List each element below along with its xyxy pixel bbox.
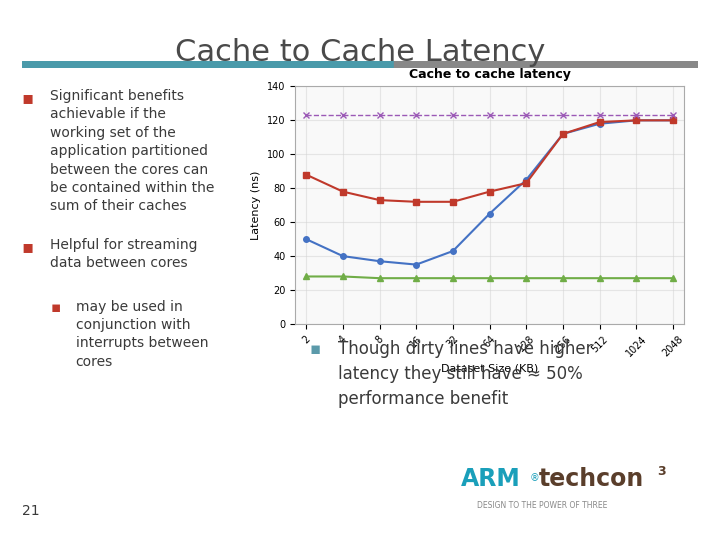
Line: Clean (D$) Linear: Clean (D$) Linear — [303, 118, 676, 267]
Text: Cache to Cache Latency: Cache to Cache Latency — [175, 38, 545, 67]
L2 — [595, 112, 604, 118]
Dirty (MI) Linear — [522, 180, 531, 186]
L1 — [302, 273, 310, 280]
L1 — [412, 275, 420, 281]
Dirty (MI) Linear — [338, 188, 347, 195]
Clean (D$) Linear — [485, 211, 494, 217]
L1 — [559, 275, 567, 281]
Text: ▪: ▪ — [22, 238, 34, 255]
Line: L1: L1 — [303, 274, 676, 281]
Dirty (MI) Linear — [449, 199, 457, 205]
Clean (D$) Linear — [449, 248, 457, 254]
L1 — [338, 273, 347, 280]
L2 — [669, 112, 678, 118]
Text: 3: 3 — [657, 465, 666, 478]
Bar — [394, 61, 698, 68]
Clean (D$) Linear — [302, 236, 310, 242]
L2 — [485, 112, 494, 118]
Clean (D$) Linear — [338, 253, 347, 259]
Clean (D$) Linear — [595, 120, 604, 127]
Dirty (MI) Linear — [559, 131, 567, 137]
L2 — [449, 112, 457, 118]
Dirty (MI) Linear — [375, 197, 384, 204]
L1 — [522, 275, 531, 281]
Clean (D$) Linear — [669, 117, 678, 124]
Text: ▪: ▪ — [22, 89, 34, 107]
Clean (D$) Linear — [522, 177, 531, 183]
Dirty (MI) Linear — [485, 188, 494, 195]
Clean (D$) Linear — [632, 117, 641, 124]
Dirty (MI) Linear — [669, 117, 678, 124]
Dirty (MI) Linear — [302, 171, 310, 178]
L2 — [522, 112, 531, 118]
Dirty (MI) Linear — [412, 199, 420, 205]
Text: Helpful for streaming
data between cores: Helpful for streaming data between cores — [50, 238, 198, 270]
Bar — [22, 61, 394, 68]
Text: Though dirty lines have higher
latency they still have ≈ 50%
performance benefit: Though dirty lines have higher latency t… — [338, 340, 593, 408]
Line: Dirty (MI) Linear: Dirty (MI) Linear — [303, 118, 676, 205]
X-axis label: Dataset Size (KB): Dataset Size (KB) — [441, 364, 539, 374]
Text: DESIGN TO THE POWER OF THREE: DESIGN TO THE POWER OF THREE — [477, 501, 607, 510]
L1 — [485, 275, 494, 281]
Y-axis label: Latency (ns): Latency (ns) — [251, 171, 261, 240]
Text: 21: 21 — [22, 504, 39, 518]
L2 — [375, 112, 384, 118]
Title: Cache to cache latency: Cache to cache latency — [409, 68, 570, 81]
L1 — [375, 275, 384, 281]
L1 — [632, 275, 641, 281]
L2 — [632, 112, 641, 118]
Text: ▪: ▪ — [50, 300, 60, 315]
Dirty (MI) Linear — [595, 119, 604, 125]
L2 — [302, 112, 310, 118]
Clean (D$) Linear — [559, 131, 567, 137]
Text: ®: ® — [529, 473, 539, 483]
Text: may be used in
conjunction with
interrupts between
cores: may be used in conjunction with interrup… — [76, 300, 208, 369]
L2 — [338, 112, 347, 118]
L2 — [412, 112, 420, 118]
Text: ARM: ARM — [461, 468, 521, 491]
L1 — [449, 275, 457, 281]
L2 — [559, 112, 567, 118]
L1 — [669, 275, 678, 281]
Line: L2: L2 — [303, 112, 676, 118]
Text: Significant benefits
achievable if the
working set of the
application partitione: Significant benefits achievable if the w… — [50, 89, 215, 213]
Text: techcon: techcon — [539, 468, 644, 491]
Clean (D$) Linear — [412, 261, 420, 268]
Clean (D$) Linear — [375, 258, 384, 265]
L1 — [595, 275, 604, 281]
Text: ▪: ▪ — [310, 340, 321, 358]
Dirty (MI) Linear — [632, 117, 641, 124]
